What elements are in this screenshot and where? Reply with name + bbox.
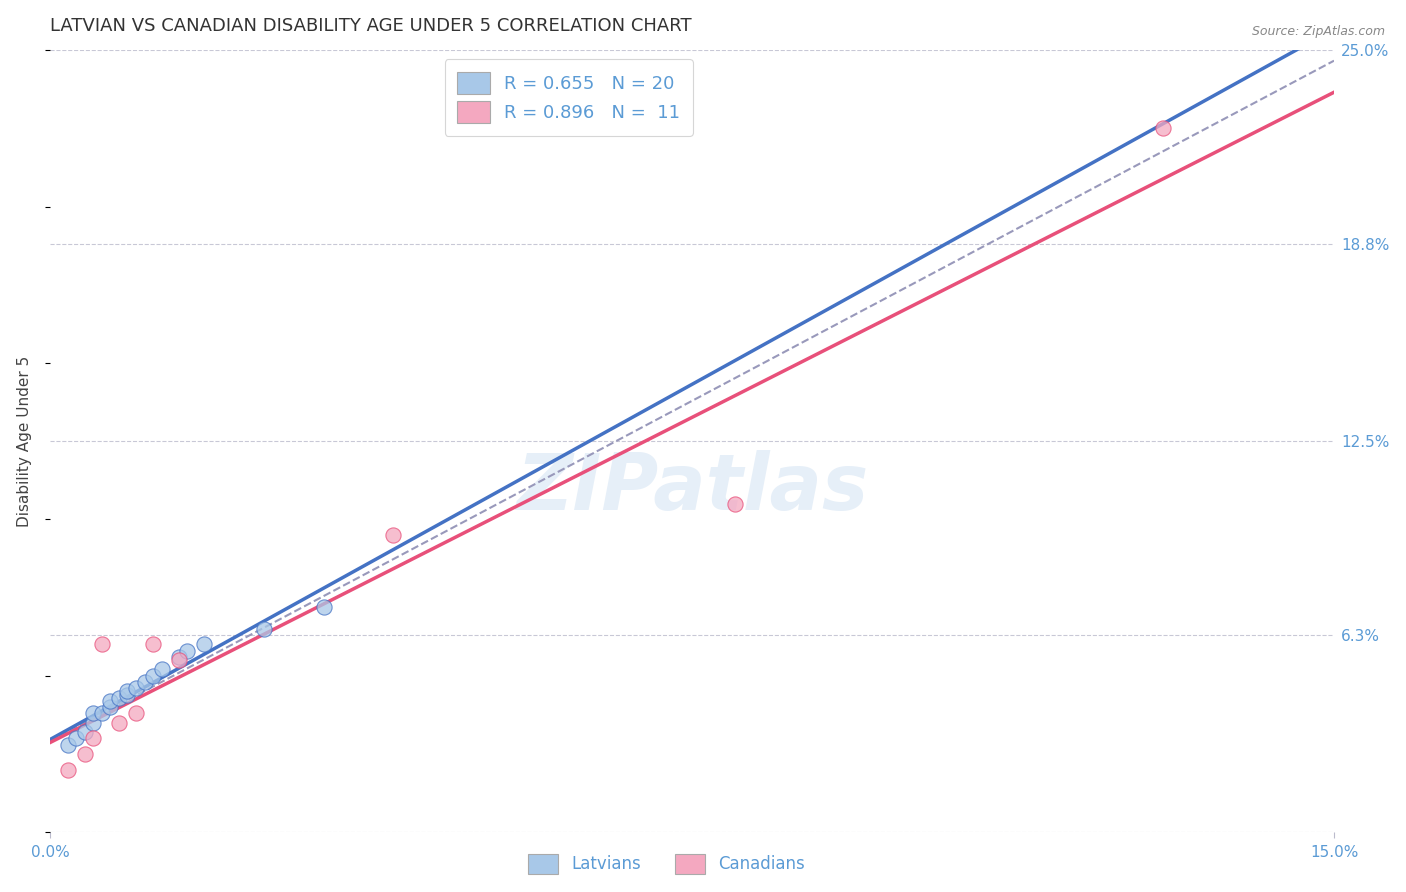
Text: ZIPatlas: ZIPatlas xyxy=(516,450,869,526)
Point xyxy=(98,694,121,708)
Point xyxy=(724,497,747,511)
Text: LATVIAN VS CANADIAN DISABILITY AGE UNDER 5 CORRELATION CHART: LATVIAN VS CANADIAN DISABILITY AGE UNDER… xyxy=(51,17,692,35)
Point xyxy=(82,731,104,746)
Point xyxy=(90,637,112,651)
Legend: Latvians, Canadians: Latvians, Canadians xyxy=(520,846,813,882)
Point xyxy=(82,706,104,721)
Point xyxy=(381,528,404,542)
Point xyxy=(142,669,165,683)
Point xyxy=(90,706,112,721)
Point xyxy=(142,637,165,651)
Point xyxy=(65,731,87,746)
Text: Source: ZipAtlas.com: Source: ZipAtlas.com xyxy=(1251,25,1385,38)
Point xyxy=(108,690,131,705)
Point xyxy=(193,637,215,651)
Point xyxy=(176,644,198,658)
Point xyxy=(117,688,139,702)
Point xyxy=(314,599,336,614)
Point xyxy=(108,715,131,730)
Point xyxy=(98,700,121,714)
Point xyxy=(56,738,79,752)
Point xyxy=(167,650,190,665)
Point xyxy=(134,675,156,690)
Point xyxy=(82,715,104,730)
Point xyxy=(167,653,190,667)
Point xyxy=(125,681,148,696)
Point xyxy=(1152,121,1174,136)
Point xyxy=(117,684,139,698)
Point xyxy=(73,747,96,761)
Point xyxy=(56,763,79,777)
Point xyxy=(125,706,148,721)
Point xyxy=(150,663,173,677)
Point xyxy=(73,725,96,739)
Y-axis label: Disability Age Under 5: Disability Age Under 5 xyxy=(17,356,32,527)
Point xyxy=(253,622,276,636)
